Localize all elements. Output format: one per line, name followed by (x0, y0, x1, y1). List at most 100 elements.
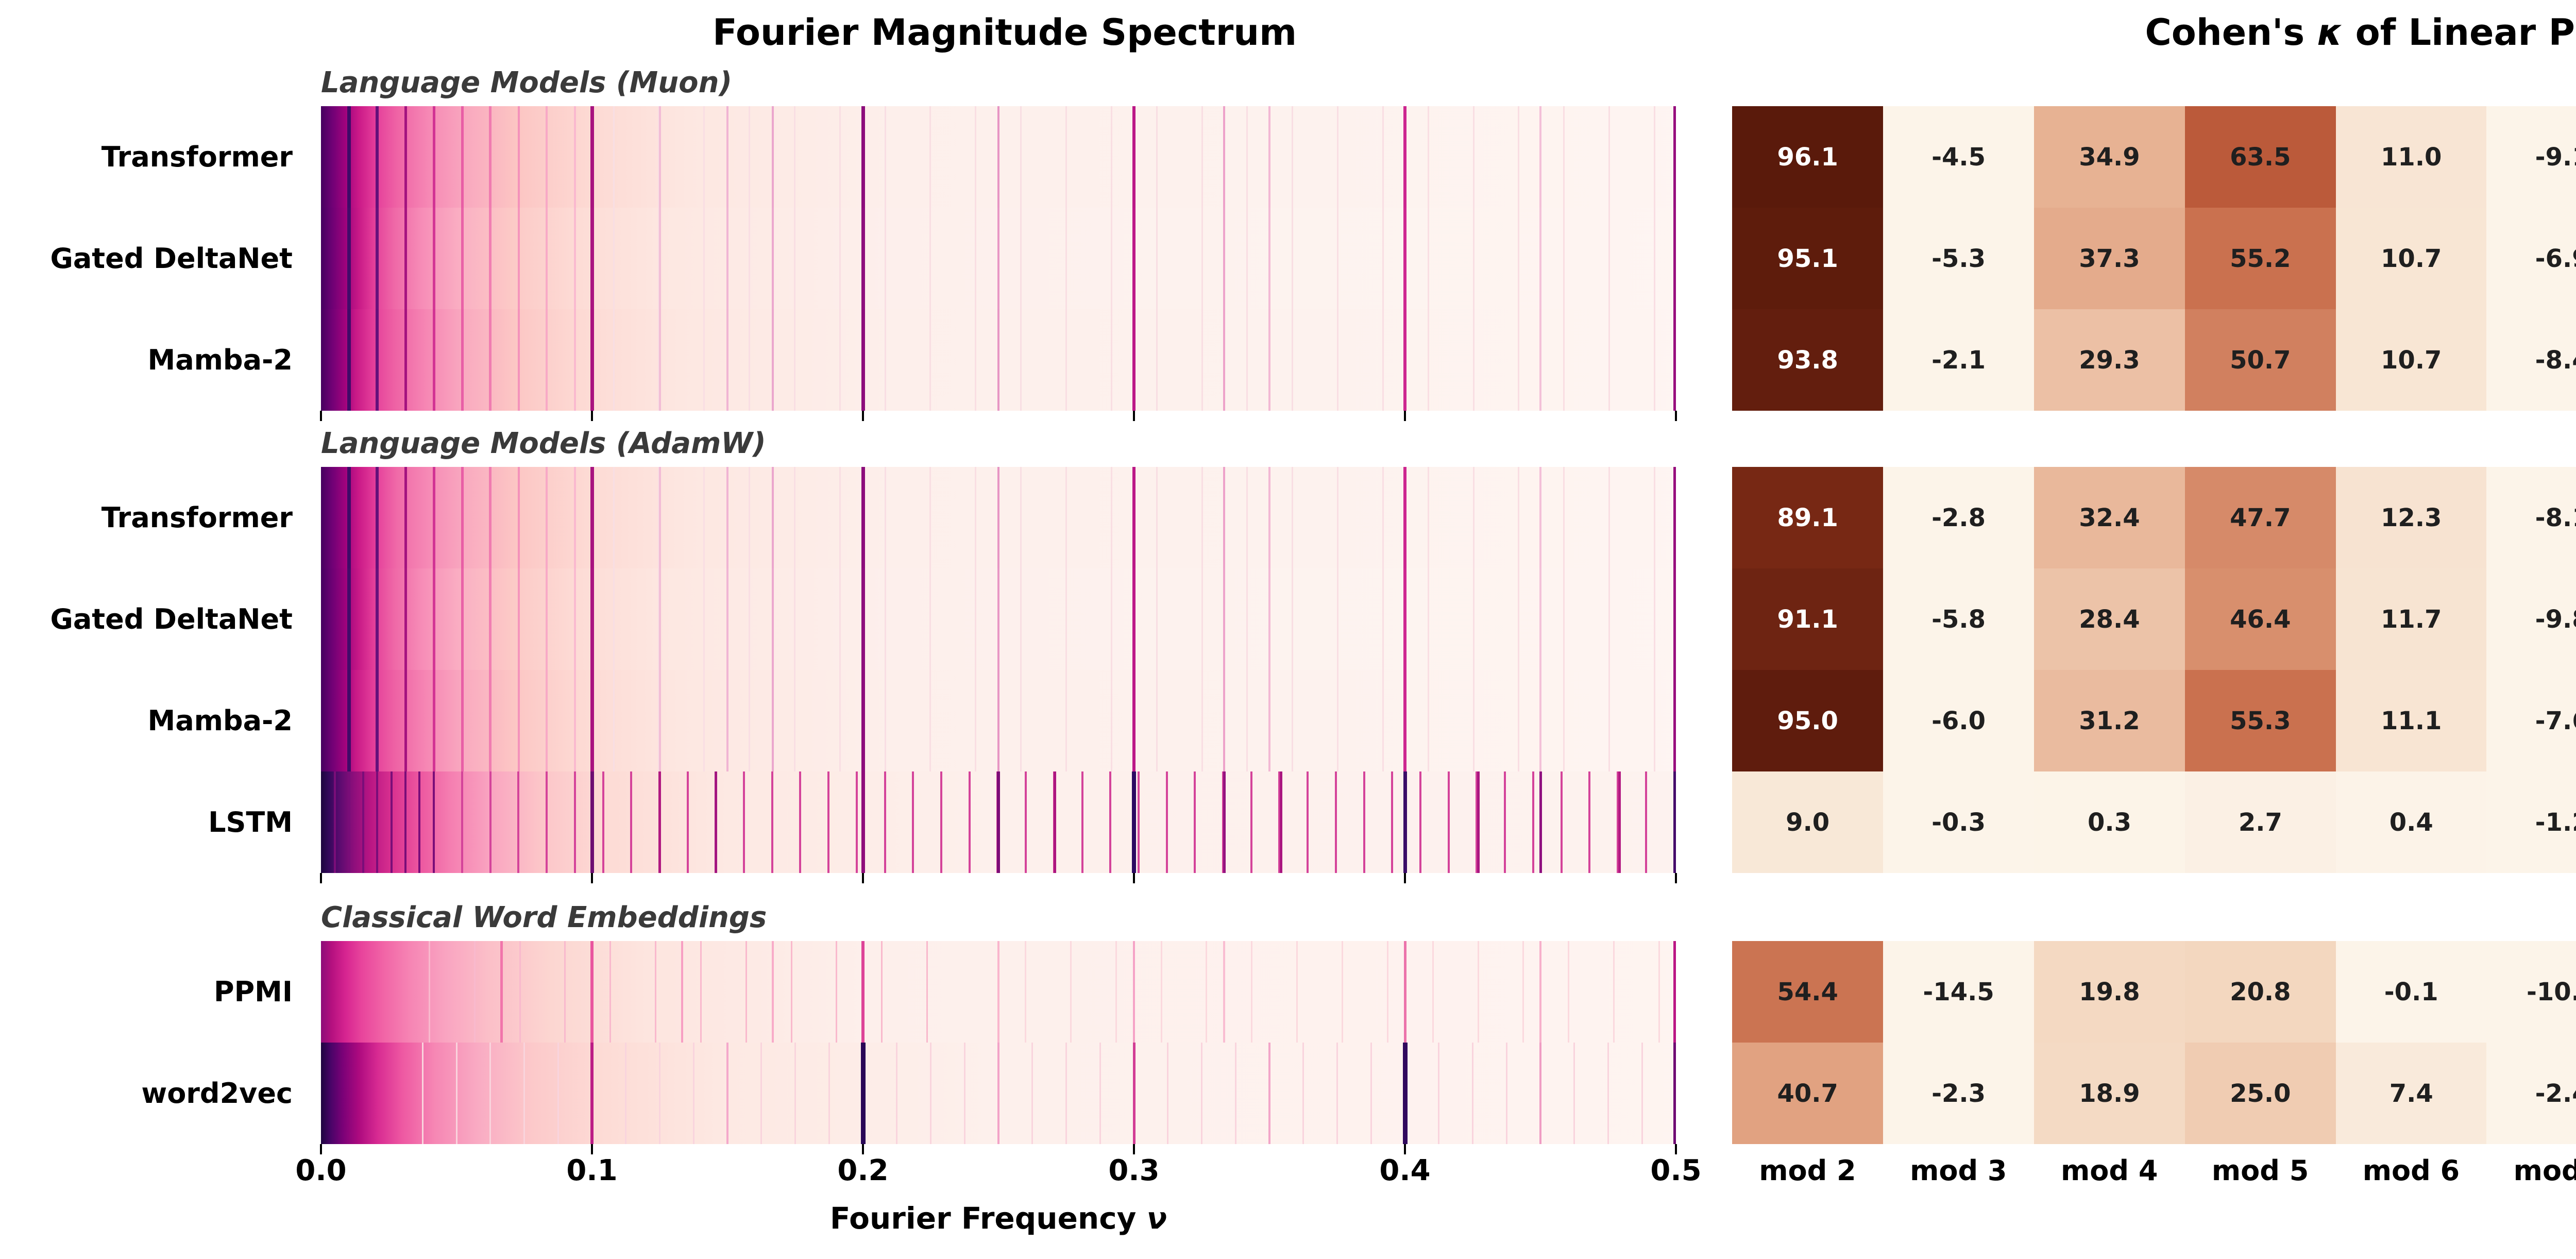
spectrum-comb-line (896, 1043, 898, 1144)
spectrum-comb-line (1653, 309, 1655, 411)
spectrum-peak-line (1279, 771, 1282, 873)
spectrum-comb-line (884, 670, 886, 771)
heatmap-cell: 11.0 (2335, 106, 2487, 208)
spectrum-comb-line (1563, 106, 1565, 208)
spectrum-comb-line (839, 106, 841, 208)
heatmap-cell: 28.4 (2033, 568, 2185, 670)
spectrum-comb-line (1563, 568, 1565, 670)
spectrum-peak-line (517, 568, 520, 670)
spectrum-comb-line (839, 670, 841, 771)
spectrum-comb-line (348, 771, 350, 873)
spectrum-comb-line (1563, 467, 1565, 568)
spectrum-comb-line (1156, 467, 1158, 568)
spectrum-comb-line (1246, 309, 1248, 411)
spectrum-peak-line (681, 941, 684, 1043)
spectrum-comb-line (793, 670, 795, 771)
spectrum-comb-line (703, 568, 705, 670)
spectrum-peak-line (1223, 670, 1226, 771)
group-header: Classical Word Embeddings (321, 901, 767, 934)
spectrum-comb-line (1302, 1043, 1304, 1144)
spectrum-peak-line (590, 941, 594, 1043)
spectrum-comb-line (404, 771, 407, 873)
spectrum-comb-line (929, 208, 931, 309)
spectrum-comb-line (1201, 568, 1203, 670)
spectrum-comb-line (1391, 771, 1394, 873)
spectrum-peak-line (1132, 208, 1136, 309)
spectrum-comb-line (703, 106, 705, 208)
spectrum-peak-line (861, 568, 865, 670)
x-tick-label: 0.1 (566, 1154, 618, 1187)
spectrum-comb-line (473, 941, 476, 1043)
spectrum-peak-line (1403, 568, 1406, 670)
spectrum-peak-line (574, 309, 577, 411)
spectrum-peak-line (861, 941, 865, 1043)
spectrum-comb-line (1641, 1043, 1643, 1144)
spectrum-comb-line (1206, 941, 1208, 1043)
spectrum-comb-line (1382, 568, 1384, 670)
spectrum-comb-line (1296, 941, 1298, 1043)
spectrum-peak-line (461, 309, 464, 411)
heatmap-cell: 19.8 (2033, 941, 2185, 1043)
spectrum-comb-line (1472, 568, 1475, 670)
spectrum-row (321, 208, 1676, 309)
spectrum-comb-line (1025, 941, 1027, 1043)
x-axis-label: Fourier Frequency ν (689, 1201, 1308, 1236)
spectrum-block (321, 467, 1676, 873)
spectrum-comb-line (1278, 771, 1281, 873)
heatmap-cell: -0.3 (1883, 771, 2035, 873)
spectrum-comb-line (428, 941, 430, 1043)
spectrum-comb-line (1110, 568, 1112, 670)
spectrum-peak-line (997, 208, 999, 309)
spectrum-comb-line (975, 309, 977, 411)
spectrum-comb-line (1505, 1043, 1507, 1144)
spectrum-comb-line (1382, 106, 1384, 208)
spectrum-peak-line (500, 941, 503, 1043)
spectrum-comb-line (926, 941, 928, 1043)
heatmap-cell: -2.4 (2486, 1043, 2576, 1144)
spectrum-peak-line (658, 467, 661, 568)
spectrum-comb-line (613, 670, 615, 771)
heatmap-cell: 11.7 (2335, 568, 2487, 670)
spectrum-comb-line (1472, 309, 1475, 411)
spectrum-peak-line (1539, 670, 1541, 771)
heatmap-cell: -4.5 (1883, 106, 2035, 208)
spectrum-comb-line (884, 208, 886, 309)
spectrum-comb-line (1234, 1043, 1236, 1144)
spectrum-peak-line (432, 309, 435, 411)
heatmap-cell: -2.3 (1883, 1043, 2035, 1144)
heatmap-cell: -9.8 (2486, 568, 2576, 670)
spectrum-comb-line (912, 771, 914, 873)
spectrum-peak-line (1618, 771, 1621, 873)
spectrum-comb-line (659, 1043, 660, 1144)
heatmap-cell: 32.4 (2033, 467, 2185, 568)
spectrum-peak-line (347, 208, 351, 309)
spectrum-peak-line (574, 106, 577, 208)
spectrum-peak-line (1673, 309, 1676, 411)
spectrum-row (321, 309, 1676, 411)
spectrum-comb-line (1070, 941, 1072, 1043)
spectrum-peak-line (997, 309, 999, 411)
heatmap-cell: 20.8 (2184, 941, 2336, 1043)
heatmap-cell: -10.6 (2486, 941, 2576, 1043)
spectrum-peak-line (861, 309, 865, 411)
spectrum-comb-line (929, 309, 931, 411)
spectrum-comb-line (1160, 941, 1162, 1043)
spectrum-comb-line (1292, 568, 1294, 670)
spectrum-comb-line (1341, 941, 1343, 1043)
spectrum-peak-line (726, 1043, 728, 1144)
spectrum-peak-line (1403, 106, 1406, 208)
spectrum-comb-line (929, 106, 931, 208)
spectrum-comb-line (1477, 941, 1479, 1043)
spectrum-peak-line (1539, 771, 1542, 873)
spectrum-peak-line (1403, 467, 1406, 568)
spectrum-peak-line (1268, 106, 1270, 208)
spectrum-peak-line (1673, 106, 1676, 208)
spectrum-peak-line (1403, 309, 1406, 411)
spectrum-comb-line (1518, 467, 1520, 568)
spectrum-comb-line (1608, 106, 1611, 208)
spectrum-comb-line (743, 771, 745, 873)
row-label: Gated DeltaNet (50, 603, 293, 635)
spectrum-comb-line (1613, 941, 1615, 1043)
spectrum-comb-line (1201, 670, 1203, 771)
spectrum-peak-line (574, 568, 577, 670)
